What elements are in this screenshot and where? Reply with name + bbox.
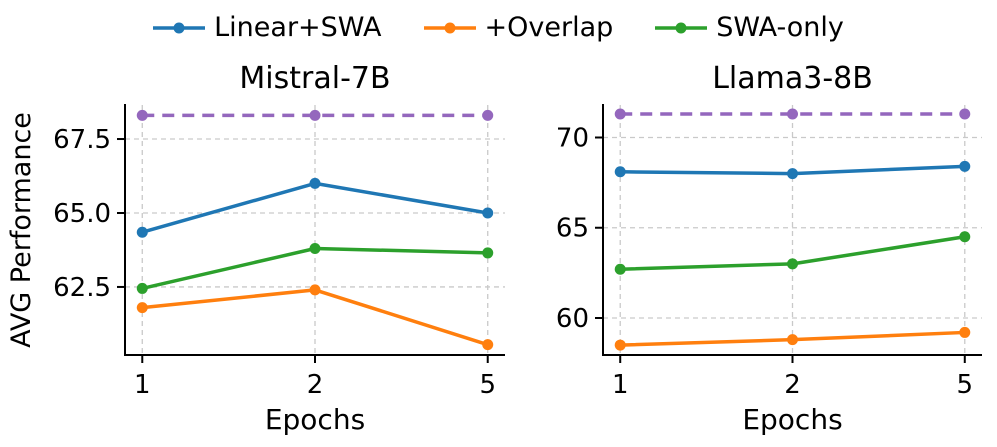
legend-line-marker-icon <box>655 22 708 34</box>
chart-title: Llama3-8B <box>712 61 873 96</box>
x-tick-label: 1 <box>134 370 151 400</box>
y-tick-label: 65.0 <box>53 199 111 229</box>
legend-label: Linear+SWA <box>214 12 382 43</box>
legend-label: +Overlap <box>484 12 614 43</box>
y-tick-label: 62.5 <box>53 273 111 303</box>
reference-marker <box>787 108 798 120</box>
data-point-swa-only <box>309 242 321 254</box>
reference-marker <box>959 108 971 120</box>
legend-item-overlap: +Overlap <box>423 12 614 43</box>
y-axis-label: AVG Performance <box>6 112 37 348</box>
legend-line-marker-icon <box>153 22 206 34</box>
data-point-linear-swa <box>614 166 626 178</box>
x-tick-label: 2 <box>784 370 801 400</box>
y-tick-label: 60 <box>556 304 589 334</box>
data-point-swa-only <box>614 263 626 275</box>
data-point-linear-swa <box>309 177 321 189</box>
chart-llama3-8b: 60 65 70 1 2 5 Llama3-8B Epochs <box>556 61 982 436</box>
chart-title: Mistral-7B <box>239 61 390 96</box>
data-point-swa-only <box>482 247 494 259</box>
y-tick-label: 70 <box>556 123 589 153</box>
y-tick-label: 67.5 <box>53 125 111 155</box>
chart-legend: Linear+SWA +Overlap SWA-only <box>0 12 997 43</box>
x-tick-label: 5 <box>479 370 496 400</box>
data-point-linear-swa <box>959 160 971 172</box>
x-tick-label: 5 <box>956 370 973 400</box>
data-point-overlap <box>614 339 626 351</box>
data-point-overlap <box>309 284 321 296</box>
x-axis-label: Epochs <box>742 403 842 436</box>
legend-item-linear-swa: Linear+SWA <box>153 12 382 43</box>
data-point-overlap <box>959 326 971 338</box>
data-point-linear-swa <box>482 207 494 219</box>
legend-label: SWA-only <box>716 12 844 43</box>
reference-marker <box>614 108 626 120</box>
legend-item-swa-only: SWA-only <box>655 12 844 43</box>
reference-marker <box>136 109 148 121</box>
y-tick-label: 65 <box>556 214 589 244</box>
x-tick-label: 2 <box>307 370 324 400</box>
data-point-overlap <box>482 339 494 351</box>
chart-mistral-7b: 62.5 65.0 67.5 1 2 5 Mistral-7B Epochs AVG Perfo… <box>6 61 505 436</box>
x-axis-label: Epochs <box>265 403 365 436</box>
data-point-linear-swa <box>136 226 148 238</box>
data-point-swa-only <box>959 231 971 243</box>
reference-marker <box>482 109 494 121</box>
data-point-swa-only <box>787 258 798 270</box>
data-point-overlap <box>787 334 798 346</box>
x-tick-label: 1 <box>612 370 629 400</box>
data-point-overlap <box>136 302 148 314</box>
data-point-linear-swa <box>787 168 798 180</box>
data-point-swa-only <box>136 282 148 294</box>
legend-line-marker-icon <box>423 22 476 34</box>
reference-marker <box>309 109 321 121</box>
